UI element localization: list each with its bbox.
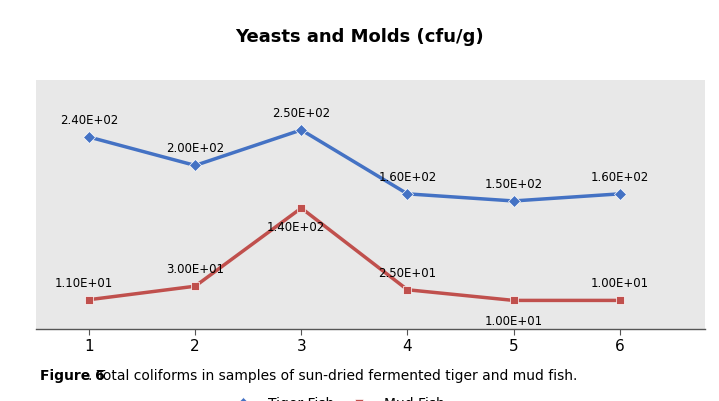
Mud Fish xyxy=(85,297,93,302)
Line: Tiger Fish: Tiger Fish xyxy=(85,126,624,205)
Legend: Tiger Fish, Mud Fish: Tiger Fish, Mud Fish xyxy=(224,391,450,401)
Text: 1.00E+01: 1.00E+01 xyxy=(590,277,649,290)
Text: 1.50E+02: 1.50E+02 xyxy=(485,178,543,191)
Text: 2.00E+02: 2.00E+02 xyxy=(166,142,224,156)
Tiger Fish xyxy=(615,191,624,196)
Text: 1.60E+02: 1.60E+02 xyxy=(378,171,436,184)
Text: 1.40E+02: 1.40E+02 xyxy=(267,221,325,234)
Text: 1.60E+02: 1.60E+02 xyxy=(590,171,649,184)
Line: Mud Fish: Mud Fish xyxy=(85,204,624,305)
Text: 1.10E+01: 1.10E+01 xyxy=(55,277,113,290)
Mud Fish xyxy=(297,206,306,211)
Text: Yeasts and Molds (cfu/g): Yeasts and Molds (cfu/g) xyxy=(235,28,484,46)
Tiger Fish xyxy=(403,191,412,196)
Text: Figure 6: Figure 6 xyxy=(40,369,104,383)
Text: . Total coliforms in samples of sun-dried fermented tiger and mud fish.: . Total coliforms in samples of sun-drie… xyxy=(88,369,578,383)
Mud Fish xyxy=(191,284,199,289)
Text: 2.50E+01: 2.50E+01 xyxy=(378,267,436,280)
Tiger Fish xyxy=(297,128,306,132)
Mud Fish xyxy=(403,288,412,292)
Tiger Fish xyxy=(509,198,518,203)
Mud Fish xyxy=(509,298,518,303)
Tiger Fish xyxy=(85,135,93,140)
Tiger Fish xyxy=(191,163,199,168)
Text: 1.00E+01: 1.00E+01 xyxy=(485,315,543,328)
Mud Fish xyxy=(615,298,624,303)
Text: 3.00E+01: 3.00E+01 xyxy=(166,263,224,276)
Text: 2.40E+02: 2.40E+02 xyxy=(60,114,118,127)
Text: 2.50E+02: 2.50E+02 xyxy=(273,107,330,120)
